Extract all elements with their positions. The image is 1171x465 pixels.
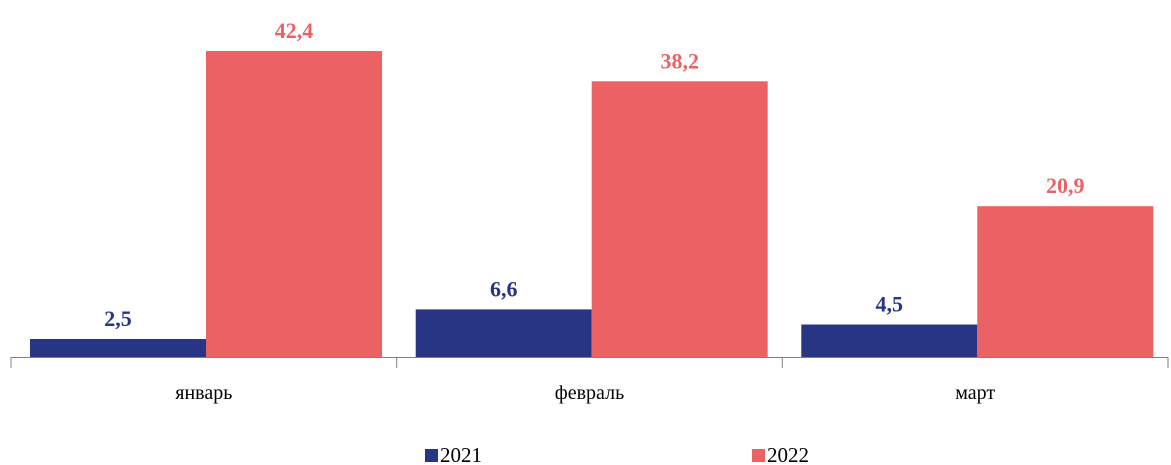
value-label-2022-1: 42,4 xyxy=(275,18,314,43)
bars-group xyxy=(30,51,1154,358)
category-label-3: март xyxy=(955,382,995,404)
bar-2021-1 xyxy=(30,339,206,357)
bar-2022-1 xyxy=(206,51,382,357)
legend-label-2021: 2021 xyxy=(440,443,482,465)
value-label-2022-2: 38,2 xyxy=(660,48,699,73)
bar-2022-2 xyxy=(591,81,768,358)
value-label-2021-3: 4,5 xyxy=(876,292,904,317)
value-label-2021-1: 2,5 xyxy=(104,306,132,331)
category-label-1: январь xyxy=(175,382,232,404)
category-label-2: февраль xyxy=(555,382,624,404)
category-labels-group: январь февраль март xyxy=(175,382,995,404)
bar-2021-3 xyxy=(801,324,978,357)
value-label-2022-3: 20,9 xyxy=(1046,173,1085,198)
value-label-2021-2: 6,6 xyxy=(490,276,518,301)
bar-2022-3 xyxy=(977,206,1154,357)
x-axis xyxy=(10,357,1169,368)
legend-label-2022: 2022 xyxy=(767,443,809,465)
value-labels-group: 2,5 42,4 6,6 38,2 4,5 20,9 xyxy=(104,18,1084,331)
bar-2021-2 xyxy=(415,309,592,357)
legend-swatch-2021 xyxy=(425,449,438,462)
legend-swatch-2022 xyxy=(752,449,765,462)
legend: 2021 2022 xyxy=(425,443,809,465)
